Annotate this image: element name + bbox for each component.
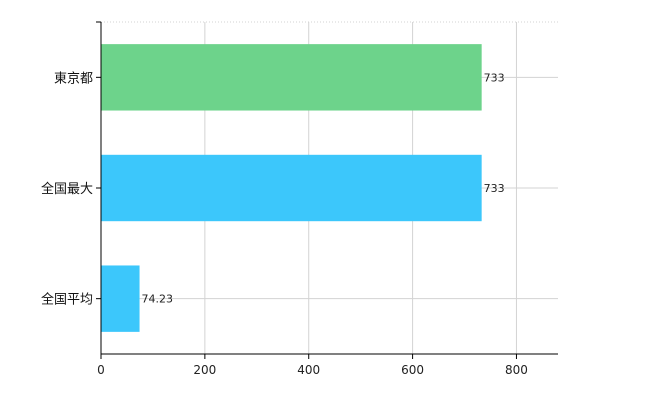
category-label-2: 全国平均 (41, 292, 93, 308)
bar-0 (101, 44, 482, 111)
bar-1 (101, 154, 482, 222)
x-tick-label-1: 200 (193, 363, 216, 377)
x-tick-label-0: 0 (97, 363, 105, 377)
category-label-1: 全国最大 (41, 181, 93, 197)
x-tick-label-3: 600 (401, 363, 424, 377)
axes (96, 21, 558, 359)
data-label-2: 74.23 (142, 293, 174, 306)
data-label-1: 733 (484, 182, 505, 195)
category-label-0: 東京都 (54, 70, 93, 86)
x-tick-label-4: 800 (505, 363, 528, 377)
bars (101, 44, 482, 332)
bar-2 (101, 265, 140, 332)
x-tick-label-2: 400 (297, 363, 320, 377)
data-label-0: 733 (484, 71, 505, 84)
